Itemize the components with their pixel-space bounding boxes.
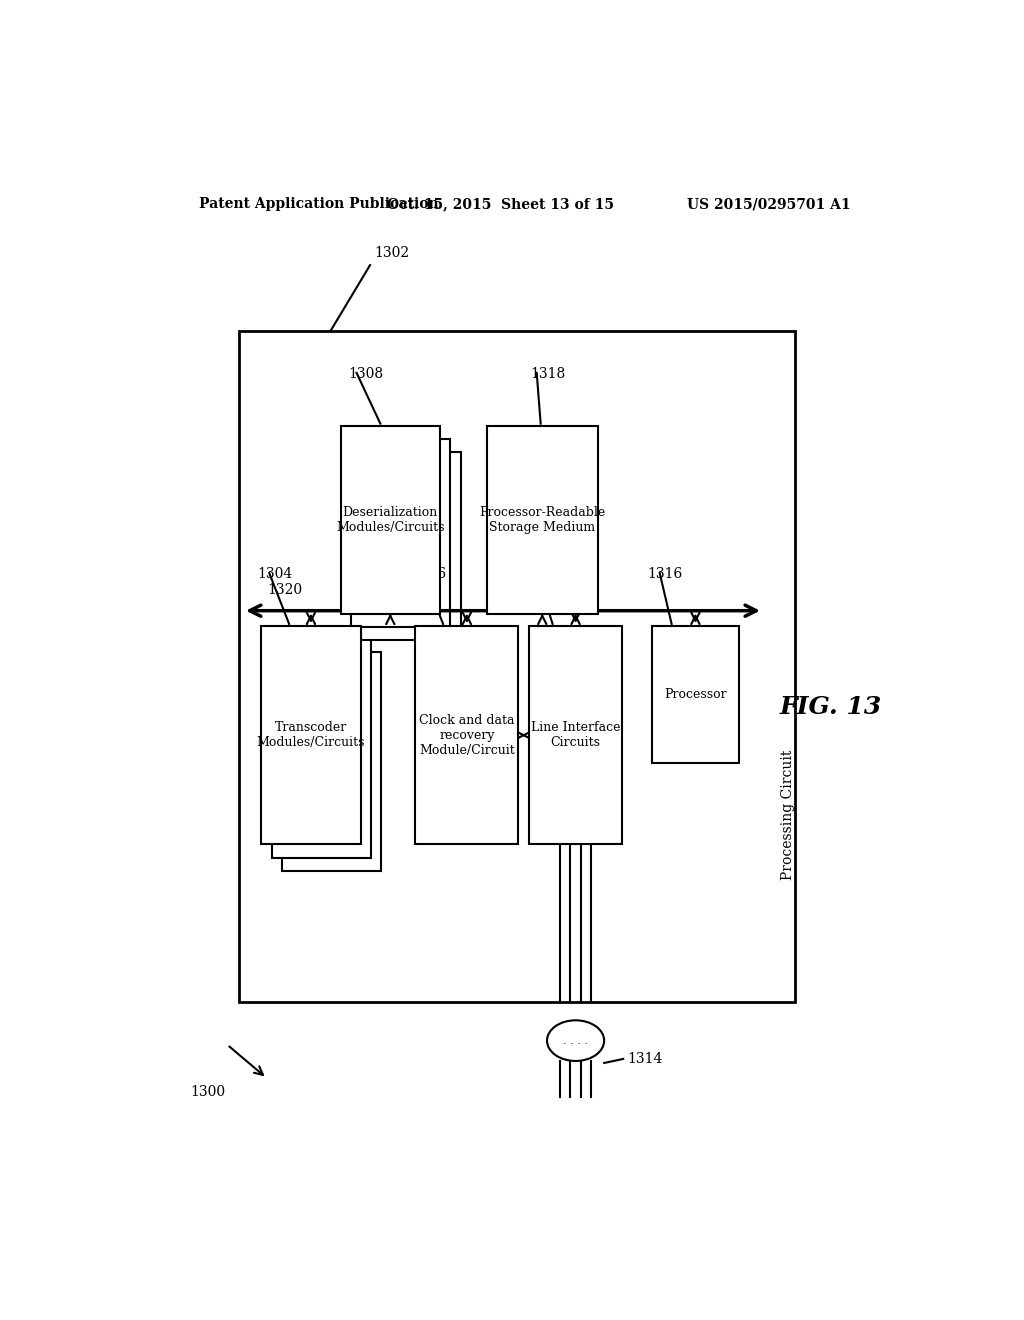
Text: 1316: 1316 [648, 568, 683, 581]
Text: 1308: 1308 [348, 367, 384, 380]
Text: 1302: 1302 [374, 246, 410, 260]
Text: Processor: Processor [665, 688, 727, 701]
FancyBboxPatch shape [341, 426, 440, 614]
Text: Deserialization
Modules/Circuits: Deserialization Modules/Circuits [336, 506, 444, 533]
Text: Processing Circuit: Processing Circuit [781, 750, 796, 880]
Text: 1314: 1314 [627, 1052, 663, 1067]
FancyBboxPatch shape [486, 426, 598, 614]
Text: Processor-Readable
Storage Medium: Processor-Readable Storage Medium [479, 506, 605, 533]
Text: US 2015/0295701 A1: US 2015/0295701 A1 [686, 197, 850, 211]
FancyBboxPatch shape [361, 453, 461, 640]
Text: 1300: 1300 [189, 1085, 225, 1100]
FancyBboxPatch shape [271, 639, 371, 858]
FancyBboxPatch shape [416, 626, 518, 845]
Text: 1312: 1312 [524, 568, 560, 581]
FancyBboxPatch shape [528, 626, 623, 845]
Text: FIG. 13: FIG. 13 [779, 696, 882, 719]
Text: Line Interface
Circuits: Line Interface Circuits [530, 721, 621, 750]
Text: 1304: 1304 [257, 568, 293, 581]
FancyBboxPatch shape [652, 626, 739, 763]
Text: Oct. 15, 2015  Sheet 13 of 15: Oct. 15, 2015 Sheet 13 of 15 [387, 197, 614, 211]
Text: Patent Application Publication: Patent Application Publication [200, 197, 439, 211]
FancyBboxPatch shape [282, 652, 381, 871]
FancyBboxPatch shape [240, 331, 795, 1002]
Text: Transcoder
Modules/Circuits: Transcoder Modules/Circuits [257, 721, 366, 750]
Text: Clock and data
recovery
Module/Circuit: Clock and data recovery Module/Circuit [419, 714, 515, 756]
Text: . . . .: . . . . [563, 1036, 588, 1045]
Text: 1318: 1318 [530, 367, 565, 380]
FancyBboxPatch shape [351, 440, 451, 627]
Text: 1306: 1306 [412, 568, 446, 581]
Text: 1320: 1320 [267, 583, 302, 598]
FancyBboxPatch shape [261, 626, 360, 845]
Ellipse shape [547, 1020, 604, 1061]
